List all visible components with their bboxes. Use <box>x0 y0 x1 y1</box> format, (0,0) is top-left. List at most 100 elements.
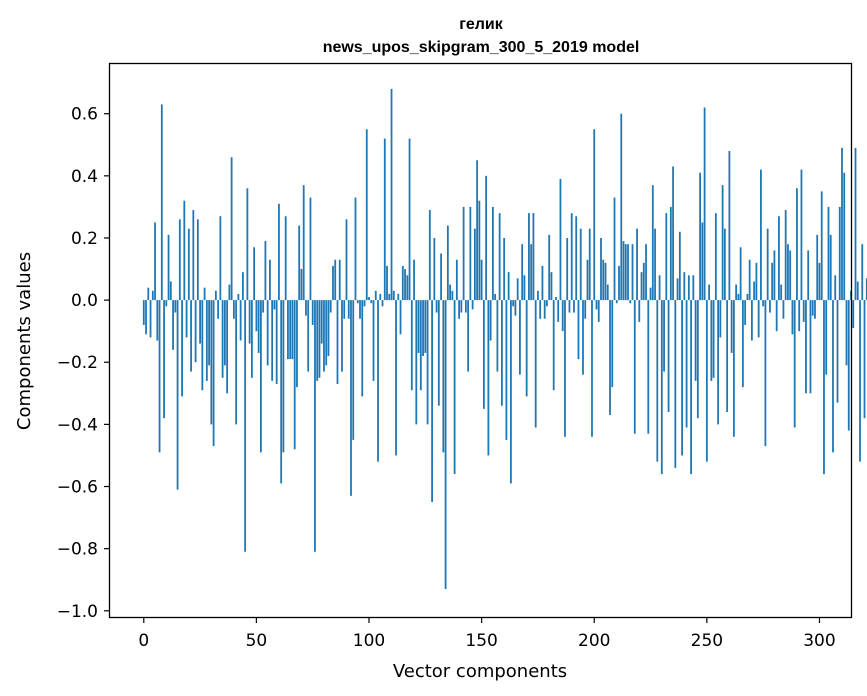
bar <box>841 147 843 301</box>
bar <box>836 300 839 403</box>
bar <box>595 300 598 310</box>
bar <box>755 262 758 301</box>
bar <box>329 300 332 313</box>
bar <box>564 300 566 437</box>
bar <box>289 300 292 360</box>
bar <box>787 244 789 301</box>
bar <box>469 206 472 301</box>
bar <box>424 300 427 353</box>
x-tick-label: 100 <box>353 631 385 651</box>
bar <box>221 300 224 378</box>
bar <box>811 300 814 316</box>
bar <box>156 300 159 341</box>
bar <box>187 228 190 301</box>
y-tick-label: −0.2 <box>57 353 98 373</box>
bar <box>203 287 206 301</box>
bar <box>638 300 641 322</box>
bar <box>744 300 747 325</box>
bar <box>404 269 406 301</box>
bar <box>793 300 796 428</box>
bar <box>528 213 530 301</box>
bar <box>154 222 156 301</box>
bar <box>681 300 683 456</box>
bar <box>356 300 359 304</box>
bar <box>379 293 382 301</box>
bar <box>464 300 467 313</box>
y-tick-label: −0.6 <box>57 478 98 498</box>
bar <box>363 300 366 307</box>
bar <box>235 300 238 425</box>
bar <box>532 213 535 301</box>
bar <box>307 300 310 372</box>
bar <box>631 244 634 301</box>
bar <box>800 169 803 301</box>
bar <box>593 129 596 301</box>
bar <box>257 300 260 353</box>
bar <box>194 300 197 363</box>
bar <box>338 259 341 301</box>
bar <box>246 188 249 301</box>
bar <box>627 244 629 301</box>
bar <box>791 300 794 335</box>
bar <box>250 300 253 378</box>
bar <box>165 300 168 307</box>
bar <box>192 210 195 301</box>
bar <box>699 172 701 301</box>
bar <box>178 219 181 301</box>
bar <box>163 300 165 419</box>
bar <box>615 300 618 304</box>
bar <box>498 213 501 301</box>
bar <box>386 265 388 301</box>
bar <box>719 300 722 338</box>
bar <box>820 191 823 301</box>
bar <box>613 197 616 301</box>
bar <box>507 272 510 301</box>
x-axis-ticks: 0 50 100 150 200 250 300 <box>138 617 836 651</box>
bar <box>568 300 571 313</box>
bar <box>737 293 740 301</box>
bar <box>293 300 296 450</box>
bar <box>174 300 177 313</box>
bar <box>323 300 325 372</box>
bar <box>151 290 154 301</box>
bar <box>176 300 179 490</box>
bar <box>739 247 742 301</box>
bar <box>415 300 418 425</box>
bar <box>647 300 650 434</box>
bar <box>428 210 431 301</box>
bar <box>280 300 283 484</box>
bar <box>365 129 368 301</box>
plot-frame <box>108 62 853 619</box>
bar <box>473 228 476 301</box>
bar <box>550 272 553 301</box>
bar <box>856 281 859 301</box>
x-tick-label: 200 <box>578 631 610 651</box>
bar <box>537 290 539 301</box>
bar <box>604 262 607 301</box>
bar <box>494 293 497 301</box>
bar <box>359 300 361 319</box>
bar <box>413 259 415 301</box>
bar <box>809 300 812 394</box>
y-tick-label: 0.0 <box>71 291 98 311</box>
bar <box>570 213 573 301</box>
bar <box>451 290 454 301</box>
bar <box>843 172 846 301</box>
bar <box>449 284 451 301</box>
bar <box>345 219 348 301</box>
bar <box>199 300 201 344</box>
bar <box>730 300 733 353</box>
bar <box>512 300 515 307</box>
bar <box>723 228 726 301</box>
bar <box>764 300 767 447</box>
bar <box>548 234 551 301</box>
bar <box>232 300 235 319</box>
bar <box>766 228 769 301</box>
bar <box>260 300 262 453</box>
bar <box>546 300 548 307</box>
bar <box>579 228 582 301</box>
bar <box>305 300 307 316</box>
bar <box>807 250 810 301</box>
bar <box>320 300 323 344</box>
bar <box>169 281 172 301</box>
